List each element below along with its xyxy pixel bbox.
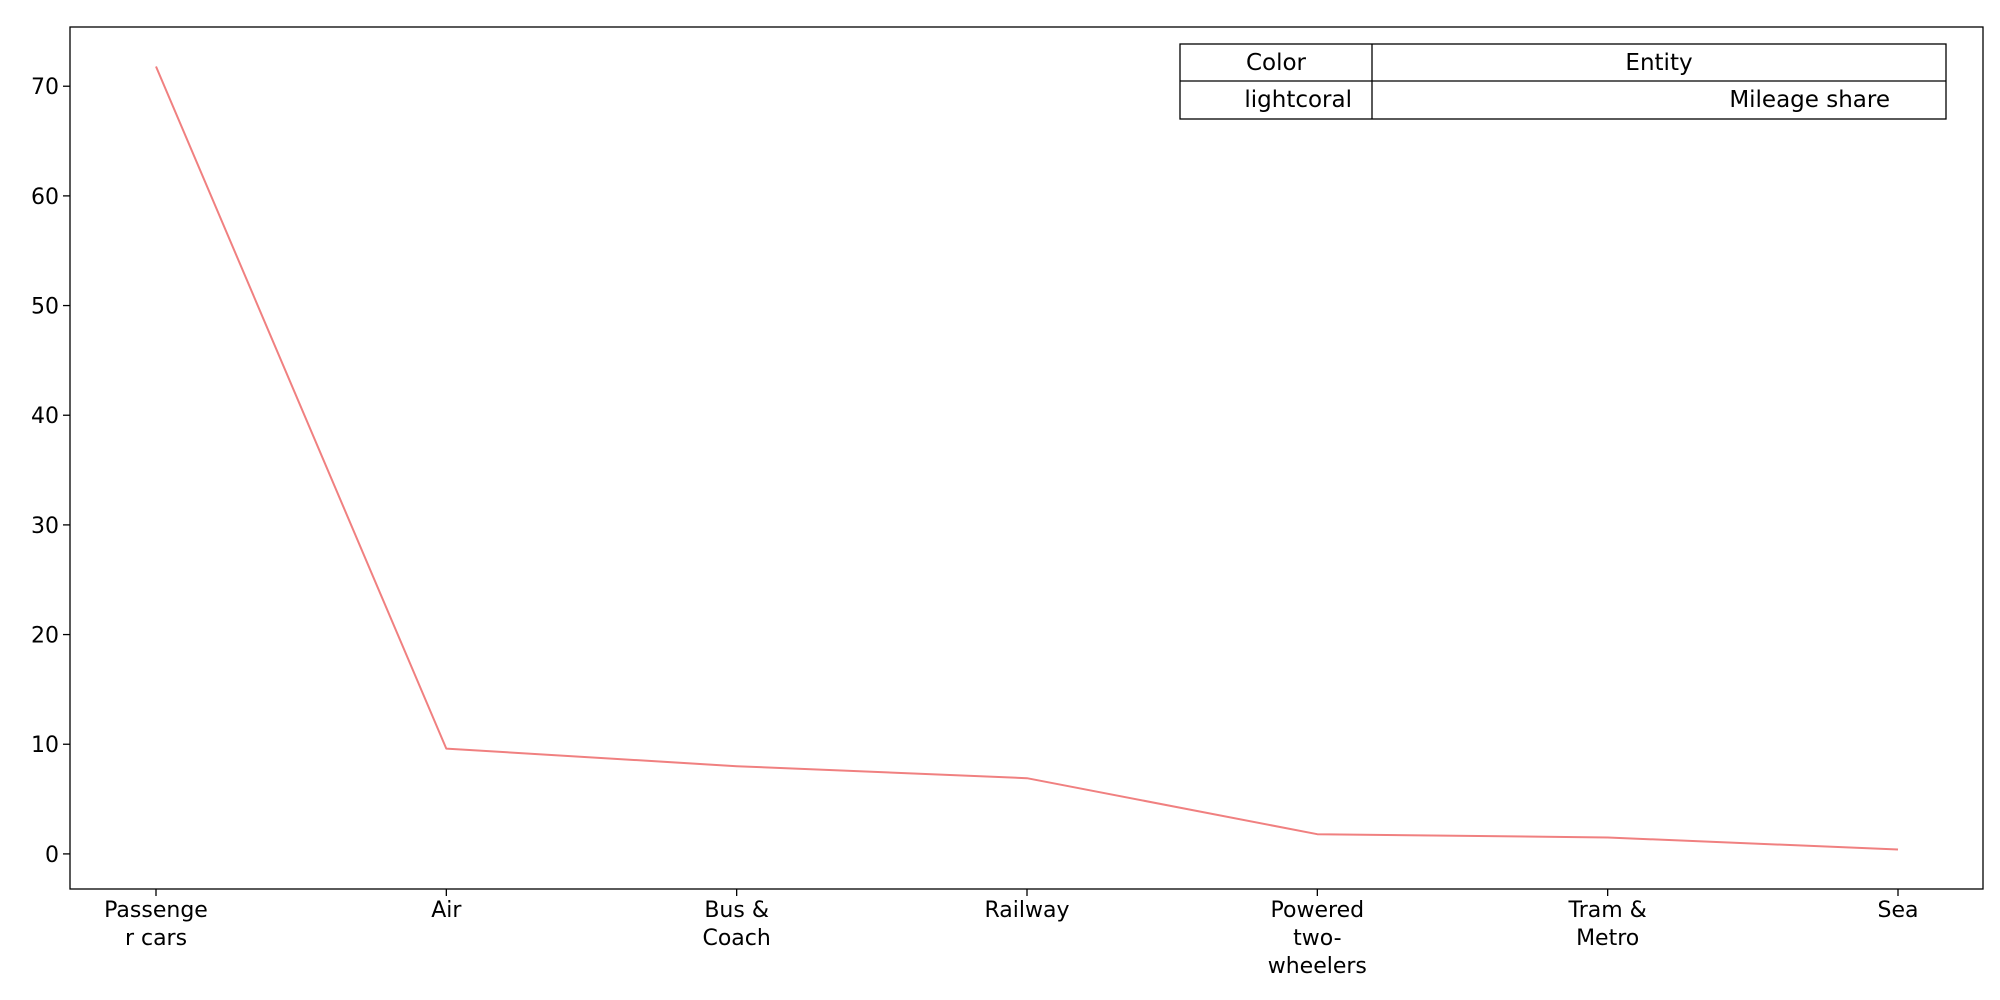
legend-row-entity: Mileage share	[1729, 87, 1890, 113]
y-tick-label: 0	[45, 843, 59, 868]
y-tick-label: 70	[31, 75, 59, 100]
x-tick-label: Air	[431, 898, 462, 923]
y-tick-label: 40	[31, 404, 59, 429]
x-tick-label: Bus & Coach	[702, 898, 770, 951]
legend-table: Color Entity lightcoral Mileage share	[1179, 43, 1947, 120]
y-tick-label: 60	[31, 185, 59, 210]
y-tick-label: 50	[31, 295, 59, 320]
x-tick-label: Passenge r cars	[104, 898, 208, 951]
plot-area	[69, 26, 1984, 890]
legend-header-entity: Entity	[1625, 50, 1692, 76]
y-tick-label: 20	[31, 624, 59, 649]
x-tick-label: Sea	[1878, 898, 1919, 923]
legend-header-color: Color	[1246, 50, 1307, 76]
series-line-mileage-share	[155, 66, 1899, 851]
x-axis: Passenge r cars Air Bus & Coach Railway Powere…	[104, 889, 1918, 979]
y-axis: 0 10 20 30 40 50 60 70	[31, 75, 70, 868]
x-tick-label: Tram & Metro	[1568, 898, 1647, 951]
series-layer	[155, 66, 1899, 851]
y-tick-label: 10	[31, 733, 59, 758]
x-tick-label: Railway	[984, 898, 1069, 923]
y-tick-label: 30	[31, 514, 59, 539]
legend-row-color: lightcoral	[1244, 87, 1352, 113]
x-tick-label: Powered two-wheelers	[1268, 898, 1367, 979]
